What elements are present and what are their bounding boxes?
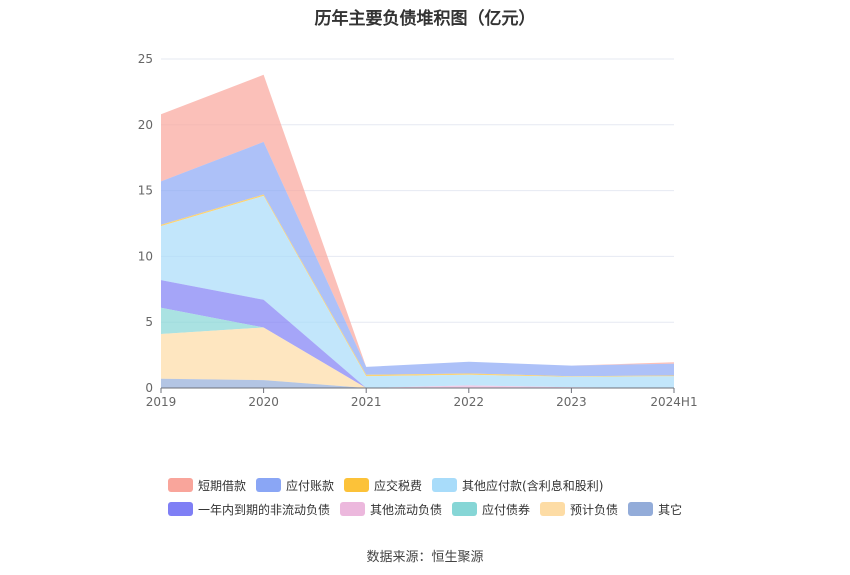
- legend-swatch: [168, 478, 193, 492]
- legend-item[interactable]: 预计负债: [540, 501, 618, 518]
- legend-label: 其他应付款(含利息和股利): [462, 478, 604, 493]
- area-series-应交税费: [161, 194, 674, 377]
- x-tick-label: 2024H1: [650, 395, 697, 409]
- area-series-应付账款: [161, 141, 674, 377]
- legend-item[interactable]: 应交税费: [344, 477, 422, 494]
- area-series-预计负债: [161, 327, 674, 388]
- legend-label: 应付账款: [286, 478, 335, 493]
- data-source: 数据来源：恒生聚源: [366, 550, 484, 565]
- legend-item[interactable]: 其他应付款(含利息和股利): [432, 477, 603, 494]
- legend-item[interactable]: 其他流动负债: [340, 501, 442, 518]
- area-series-其它: [161, 378, 674, 388]
- legend-swatch: [452, 502, 478, 516]
- y-tick-label: 25: [138, 52, 153, 66]
- axes: 0 5 10 15 20 25 2019 2020 2021 2022 2023 2024H1: [138, 52, 698, 409]
- stacked-area-chart: 0 5 10 15 20 25 2019 2020 2021 2022 2023 2024H1: [138, 52, 698, 409]
- legend-swatch: [340, 502, 366, 516]
- y-tick-label: 15: [138, 184, 153, 198]
- legend-row: 短期借款 应付账款 应交税费 其他应付款(含利息和股利): [168, 473, 728, 497]
- legend-label: 应付债券: [482, 502, 531, 517]
- y-tick-label: 5: [145, 315, 153, 329]
- y-tick-label: 0: [145, 381, 153, 395]
- y-tick-label: 10: [138, 249, 153, 263]
- legend-label: 一年内到期的非流动负债: [198, 502, 331, 517]
- legend-swatch: [432, 478, 458, 492]
- legend-swatch: [344, 478, 370, 492]
- area-series-一年内到期的非流动负债: [161, 280, 674, 388]
- legend-row: 一年内到期的非流动负债 其他流动负债 应付债券 预计负债 其它: [168, 497, 728, 521]
- legend-label: 预计负债: [570, 502, 619, 517]
- legend: 短期借款 应付账款 应交税费 其他应付款(含利息和股利) 一年内到期的非流动负债 其他流动…: [168, 473, 728, 521]
- legend-label: 应交税费: [374, 478, 423, 493]
- legend-label: 其它: [658, 502, 683, 517]
- legend-label: 其他流动负债: [370, 502, 443, 517]
- y-tick-label: 20: [138, 118, 153, 132]
- x-tick-label: 2023: [556, 395, 587, 409]
- legend-item[interactable]: 应付账款: [256, 477, 334, 494]
- legend-swatch: [628, 502, 654, 516]
- x-tick-label: 2022: [454, 395, 485, 409]
- x-tick-label: 2019: [146, 395, 177, 409]
- area-series: [161, 74, 674, 388]
- area-series-短期借款: [161, 74, 674, 367]
- x-tick-label: 2020: [248, 395, 279, 409]
- legend-item[interactable]: 应付债券: [452, 501, 530, 518]
- chart-title: 历年主要负债堆积图（亿元）: [314, 9, 536, 29]
- legend-item[interactable]: 其它: [628, 501, 682, 518]
- x-tick-label: 2021: [351, 395, 382, 409]
- area-series-其他应付款(含利息和股利): [161, 195, 674, 388]
- legend-swatch: [168, 502, 193, 516]
- legend-swatch: [540, 502, 566, 516]
- legend-label: 短期借款: [198, 478, 247, 493]
- grid-lines: [161, 58, 674, 323]
- legend-item[interactable]: 一年内到期的非流动负债: [168, 501, 330, 518]
- legend-swatch: [256, 478, 282, 492]
- legend-item[interactable]: 短期借款: [168, 477, 246, 494]
